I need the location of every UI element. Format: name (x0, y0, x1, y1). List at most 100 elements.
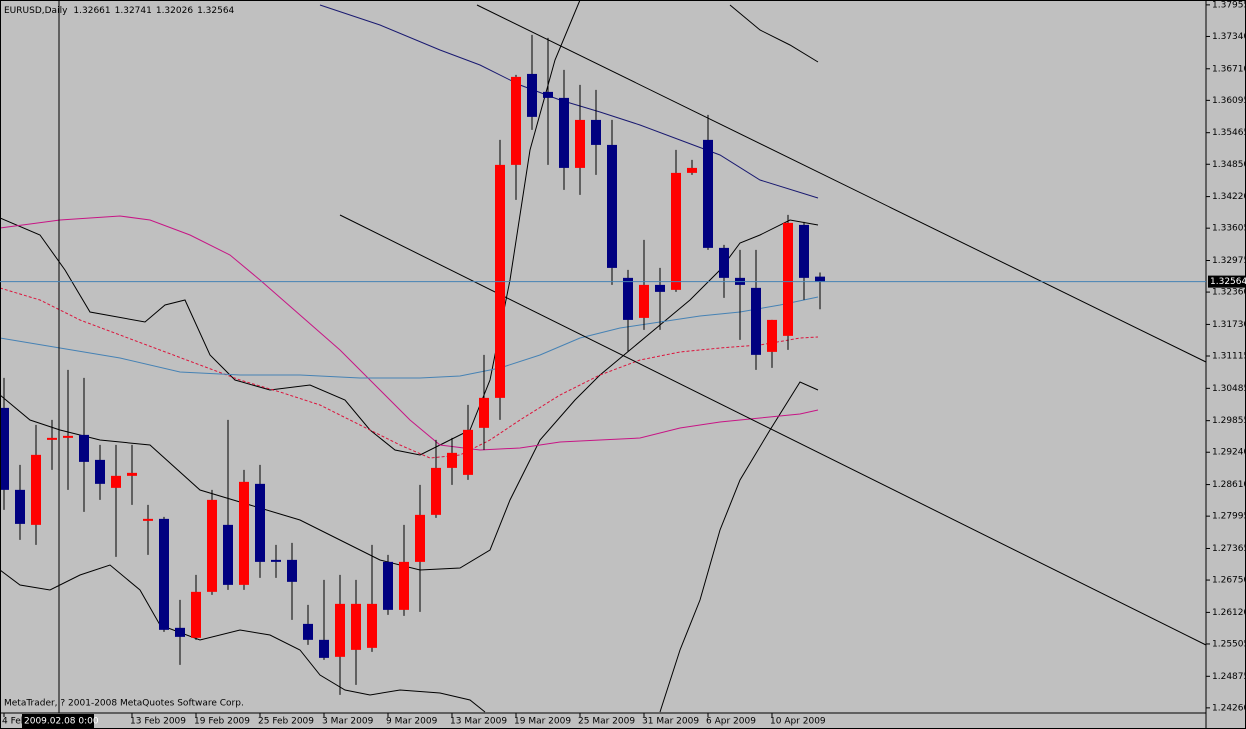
candle-body (63, 435, 73, 438)
x-tick-label: 25 Mar 2009 (578, 717, 635, 727)
header: EURUSD,Daily 1.32661 1.32741 1.32026 1.32564 (4, 6, 235, 16)
y-tick-label: 1.27365 (1212, 544, 1246, 554)
price-label-box (1208, 275, 1246, 288)
candle-body (0, 407, 9, 490)
trend-line (339, 214, 1207, 646)
candle-body (463, 429, 473, 475)
candle-body (623, 277, 633, 320)
y-tick-label: 1.36095 (1212, 96, 1246, 106)
candle-body (511, 76, 521, 165)
y-tick-label: 1.25505 (1212, 639, 1246, 649)
candle-body (159, 518, 169, 630)
candle-body (751, 287, 761, 355)
candle-body (639, 284, 649, 318)
candle-body (367, 603, 377, 648)
candle-body (767, 319, 777, 352)
price-label: 1.32564 (1210, 277, 1246, 287)
x-tick-label: 3 Mar 2009 (322, 717, 374, 727)
candle-body (15, 489, 25, 524)
x-tick-label: 13 Mar 2009 (450, 717, 507, 727)
candle-body (479, 397, 489, 428)
candle-body (223, 524, 233, 585)
candles (0, 34, 825, 695)
candle-body (559, 97, 569, 168)
y-tick-label: 1.33605 (1212, 224, 1246, 234)
x-tick-label: 25 Feb 2009 (258, 717, 314, 727)
candle-body (703, 139, 713, 248)
candle-body (431, 467, 441, 515)
moving-average-blue (0, 296, 819, 379)
y-tick-label: 1.31115 (1212, 351, 1246, 361)
candle-body (799, 224, 809, 278)
moving-average-dashed (0, 287, 819, 459)
y-tick-label: 1.27995 (1212, 512, 1246, 522)
indicators (0, 0, 1207, 713)
candle-body (783, 222, 793, 336)
candle-body (31, 454, 41, 525)
candle-body (255, 483, 265, 562)
candle-body (95, 459, 105, 484)
candle-body (335, 603, 345, 657)
open-value: 1.32661 (73, 6, 110, 16)
y-tick-label: 1.24260 (1212, 703, 1246, 713)
y-tick-label: 1.37340 (1212, 32, 1246, 42)
candle-body (287, 559, 297, 582)
candle-body (191, 591, 201, 638)
candle-body (655, 284, 665, 292)
symbol: EURUSD,Daily (4, 6, 68, 16)
candle-body (447, 452, 457, 468)
candle-body (127, 472, 137, 476)
x-tick-label: 19 Mar 2009 (514, 717, 571, 727)
copyright: MetaTrader, ? 2001-2008 MetaQuotes Softw… (4, 699, 244, 709)
y-tick-label: 1.32360 (1212, 288, 1246, 298)
candle-body (575, 119, 585, 168)
y-tick-label: 1.35465 (1212, 128, 1246, 138)
candle-body (79, 434, 89, 462)
close-value: 1.32564 (197, 6, 234, 16)
trend-line (476, 4, 1207, 363)
candle-body (383, 561, 393, 610)
x-tick-label: 13 Feb 2009 (130, 717, 186, 727)
candle-body (175, 627, 185, 637)
x-tick-label: 6 Apr 2009 (706, 717, 756, 727)
candle-body (207, 499, 217, 592)
candle-body (399, 561, 409, 610)
candle-body (143, 518, 153, 521)
crosshair-label: 2009.02.08 0:00 (24, 717, 99, 727)
y-tick-label: 1.34220 (1212, 192, 1246, 202)
candle-body (271, 559, 281, 562)
high-value: 1.32741 (115, 6, 152, 16)
y-tick-label: 1.24875 (1212, 672, 1246, 682)
y-tick-label: 1.26750 (1212, 576, 1246, 586)
y-tick-label: 1.26120 (1212, 608, 1246, 618)
candle-body (591, 119, 601, 145)
candle-body (719, 247, 729, 278)
candle-body (47, 437, 57, 440)
x-tick-label: 31 Mar 2009 (642, 717, 699, 727)
candle-body (303, 623, 313, 640)
y-tick-label: 1.29240 (1212, 448, 1246, 458)
candle-body (527, 73, 537, 117)
candle-body (319, 639, 329, 658)
candle-body (351, 603, 361, 650)
low-value: 1.32026 (156, 6, 193, 16)
candle-body (687, 167, 697, 173)
candle-body (671, 172, 681, 290)
y-tick-label: 1.32975 (1212, 256, 1246, 266)
crosshair-box (22, 714, 94, 728)
x-tick-label: 19 Feb 2009 (194, 717, 250, 727)
moving-average-magenta (0, 215, 819, 451)
x-tick-label: 9 Mar 2009 (386, 717, 438, 727)
candle-body (815, 276, 825, 282)
y-tick-label: 1.37955 (1212, 0, 1246, 10)
candle-body (239, 481, 249, 585)
bollinger-lower (0, 381, 819, 713)
y-tick-label: 1.36710 (1212, 64, 1246, 74)
y-tick-label: 1.31730 (1212, 320, 1246, 330)
x-tick-label: 10 Apr 2009 (770, 717, 826, 727)
y-tick-label: 1.29855 (1212, 416, 1246, 426)
y-tick-label: 1.34850 (1212, 160, 1246, 170)
candle-body (111, 475, 121, 488)
